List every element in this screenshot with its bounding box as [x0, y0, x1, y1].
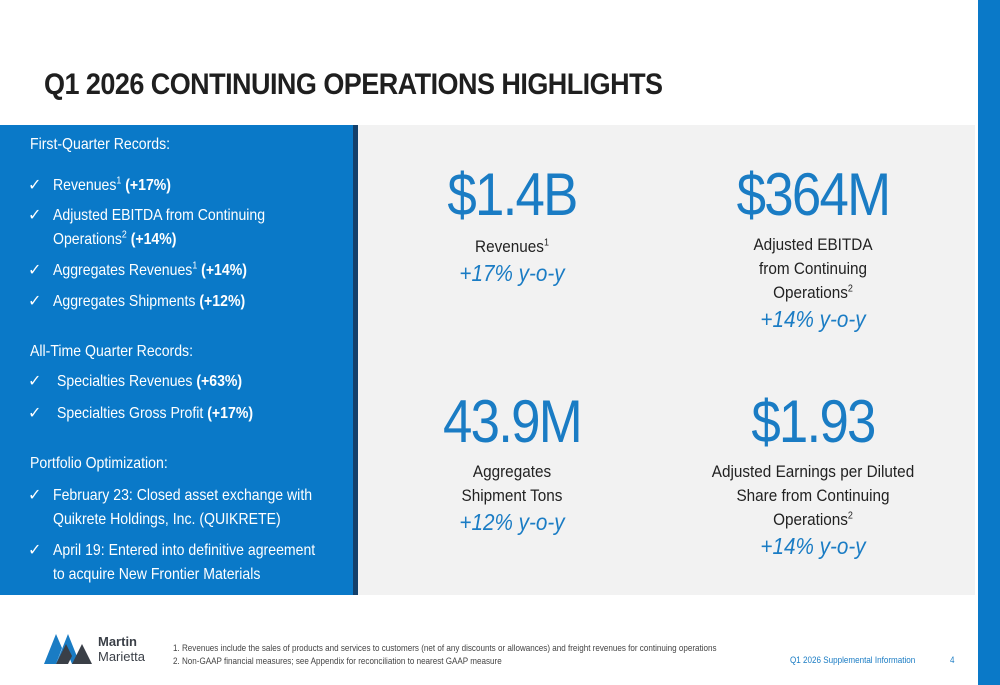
list-item: Adjusted EBITDA from Continuing Operation… — [53, 207, 266, 248]
stat-adjusted-eps: $1.93 Adjusted Earnings per Diluted Share… — [663, 390, 963, 560]
document-label: Q1 2026 Supplemental Information — [790, 655, 916, 666]
check-icon: ✓ — [28, 373, 42, 390]
check-icon: ✓ — [28, 207, 42, 224]
check-icon: ✓ — [28, 293, 42, 310]
stat-value: $1.93 — [751, 388, 876, 455]
check-icon: ✓ — [28, 487, 42, 504]
page-title: Q1 2026 CONTINUING OPERATIONS HIGHLIGHTS — [44, 68, 663, 101]
section-heading: First-Quarter Records: — [30, 136, 171, 153]
right-edge-stripe — [978, 0, 1000, 685]
check-icon: ✓ — [28, 542, 42, 559]
stat-value: $1.4B — [447, 161, 578, 228]
list-item: April 19: Entered into definitive agreem… — [53, 542, 316, 583]
stat-aggregates-shipments: 43.9M Aggregates Shipment Tons +12% y-o-y — [362, 390, 662, 536]
check-icon: ✓ — [28, 262, 42, 279]
stats-panel — [358, 125, 975, 595]
stat-revenues: $1.4B Revenues1 +17% y-o-y — [362, 163, 662, 287]
list-item: Aggregates Shipments (+12%) — [53, 293, 246, 310]
company-logo: Martin Marietta — [42, 626, 152, 671]
check-icon: ✓ — [28, 405, 42, 422]
list-item: Aggregates Revenues1 (+14%) — [53, 260, 247, 279]
stat-label: Adjusted Earnings per Diluted Share from … — [711, 462, 915, 529]
highlights-panel — [0, 125, 353, 595]
stat-value: 43.9M — [443, 388, 583, 455]
footnote-2: 2. Non-GAAP financial measures; see Appe… — [173, 656, 502, 667]
stat-label: Aggregates Shipment Tons — [461, 462, 563, 505]
list-item: Revenues1 (+17%) — [53, 175, 172, 194]
svg-text:Martin: Martin — [98, 634, 137, 649]
footnote-1: 1. Revenues include the sales of product… — [173, 643, 717, 654]
logo-mark-icon: Martin Marietta — [44, 634, 146, 664]
stat-value: $364M — [736, 161, 891, 228]
stat-label: Adjusted EBITDA from Continuing Operations… — [753, 235, 873, 302]
stat-adjusted-ebitda: $364M Adjusted EBITDA from Continuing Oper… — [663, 163, 963, 333]
stat-label: Revenues1 — [475, 237, 549, 256]
stat-yoy: +17% y-o-y — [459, 260, 565, 286]
svg-text:Marietta: Marietta — [98, 649, 146, 664]
list-item: Specialties Revenues (+63%) — [57, 373, 243, 390]
list-item: February 23: Closed asset exchange with Q… — [53, 487, 313, 528]
list-item: Specialties Gross Profit (+17%) — [57, 405, 254, 422]
section-heading: All-Time Quarter Records: — [30, 343, 194, 360]
stat-yoy: +14% y-o-y — [760, 306, 866, 332]
check-icon: ✓ — [28, 177, 42, 194]
section-heading: Portfolio Optimization: — [30, 455, 168, 472]
panel-divider — [353, 125, 358, 595]
page-number: 4 — [950, 655, 955, 666]
stat-yoy: +14% y-o-y — [760, 533, 866, 559]
stat-yoy: +12% y-o-y — [459, 509, 565, 535]
